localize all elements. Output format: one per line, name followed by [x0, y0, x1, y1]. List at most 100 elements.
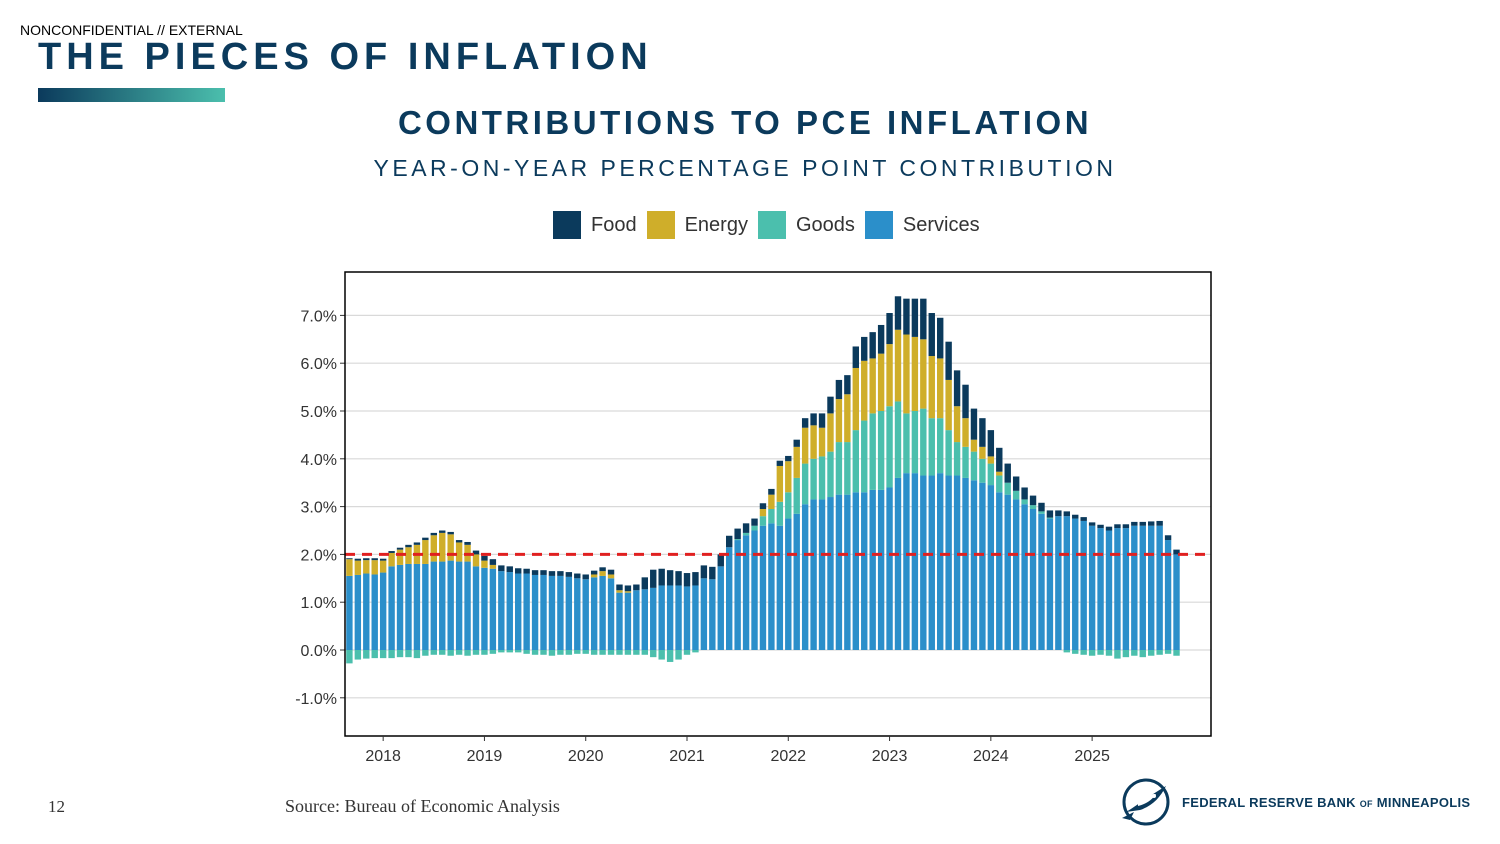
bar-food — [1131, 521, 1138, 526]
bar-energy — [953, 406, 961, 443]
bar-services — [742, 535, 750, 650]
bar-food — [945, 341, 952, 380]
bar-energy — [379, 560, 387, 573]
bar-services — [498, 571, 505, 650]
bar-goods — [1088, 650, 1096, 656]
bar-energy — [430, 535, 437, 562]
bar-goods — [1063, 650, 1070, 653]
bar-food — [1105, 526, 1113, 531]
bar-food — [937, 317, 944, 359]
bar-food — [413, 542, 421, 545]
bar-services — [388, 566, 395, 650]
bar-goods — [405, 650, 412, 658]
bar-goods — [624, 650, 632, 655]
bar-goods — [658, 650, 665, 660]
bar-services — [439, 561, 446, 650]
bar-food — [1046, 510, 1054, 518]
bar-goods — [650, 650, 657, 658]
bar-energy — [346, 559, 353, 576]
bar-energy — [877, 353, 885, 411]
x-tick-label: 2019 — [467, 748, 503, 765]
bar-food — [700, 565, 708, 579]
bar-goods — [540, 650, 547, 655]
x-tick-label: 2022 — [770, 748, 806, 765]
bar-goods — [590, 650, 598, 655]
bar-services — [768, 523, 775, 650]
logo-text-of: OF — [1359, 798, 1373, 809]
bar-goods — [582, 650, 589, 654]
bar-goods — [346, 650, 353, 664]
bar-goods — [683, 650, 691, 655]
bar-services — [1148, 525, 1155, 650]
bar-food — [624, 585, 632, 592]
bar-food — [675, 571, 682, 586]
chart-subtitle-text: YEAR-ON-YEAR PERCENTAGE POINT CONTRIBUTI… — [373, 155, 1117, 181]
bar-energy — [439, 532, 446, 562]
bar-food — [574, 573, 581, 579]
x-tick-label: 2018 — [365, 748, 401, 765]
bar-services — [1097, 528, 1104, 650]
bar-goods — [793, 477, 800, 514]
bar-services — [1046, 518, 1054, 650]
bar-energy — [810, 425, 817, 459]
bar-food — [844, 375, 851, 395]
bar-services — [726, 547, 733, 650]
chart-title-text: CONTRIBUTIONS TO PCE INFLATION — [397, 104, 1093, 141]
bar-services — [481, 567, 488, 650]
bar-services — [903, 473, 910, 650]
bar-goods — [430, 650, 437, 655]
bar-goods — [523, 650, 530, 654]
bar-goods — [1164, 650, 1172, 654]
bar-energy — [472, 554, 480, 567]
bar-food — [439, 530, 446, 533]
bar-goods — [945, 430, 952, 476]
bar-services — [709, 579, 716, 650]
bar-food — [835, 379, 843, 400]
bar-food — [810, 413, 817, 426]
bar-goods — [371, 650, 378, 659]
bar-energy — [396, 549, 404, 565]
bar-goods — [1114, 650, 1121, 659]
bar-services — [650, 587, 657, 650]
bar-goods — [548, 650, 556, 656]
bar-services — [590, 577, 598, 650]
bar-goods — [363, 650, 370, 659]
bar-goods — [928, 418, 935, 476]
bar-goods — [1148, 650, 1155, 656]
bar-services — [540, 574, 547, 650]
bar-food — [1038, 502, 1045, 512]
bar-goods — [1097, 650, 1104, 655]
bar-goods — [666, 650, 674, 662]
bar-energy — [861, 360, 868, 421]
plot-frame — [344, 271, 1212, 737]
bar-food — [430, 532, 437, 536]
logo-text-main: FEDERAL RESERVE BANK — [1182, 794, 1356, 810]
bar-food — [709, 566, 716, 580]
bar-food — [641, 577, 648, 590]
bar-services — [1139, 525, 1146, 650]
bar-food — [489, 559, 497, 565]
bar-goods — [869, 413, 876, 490]
bar-energy — [987, 456, 995, 464]
bar-services — [861, 492, 868, 650]
bar-energy — [945, 379, 952, 431]
bar-food — [422, 537, 429, 541]
bar-food — [565, 572, 573, 577]
bar-food — [734, 528, 741, 540]
bar-energy — [489, 564, 497, 569]
bar-food — [877, 324, 885, 354]
bar-food — [666, 570, 674, 586]
bar-goods — [844, 442, 851, 495]
bar-food — [717, 554, 724, 567]
source-note: Source: Bureau of Economic Analysis — [285, 796, 560, 816]
legend-swatch-services — [864, 211, 893, 239]
y-tick-label: 1.0% — [301, 595, 337, 612]
bar-energy — [979, 446, 986, 459]
bar-energy — [894, 329, 902, 402]
bar-services — [962, 477, 969, 650]
y-tick-label: 6.0% — [301, 356, 337, 373]
bar-goods — [810, 458, 817, 500]
bar-food — [726, 535, 733, 548]
bar-goods — [937, 418, 944, 474]
